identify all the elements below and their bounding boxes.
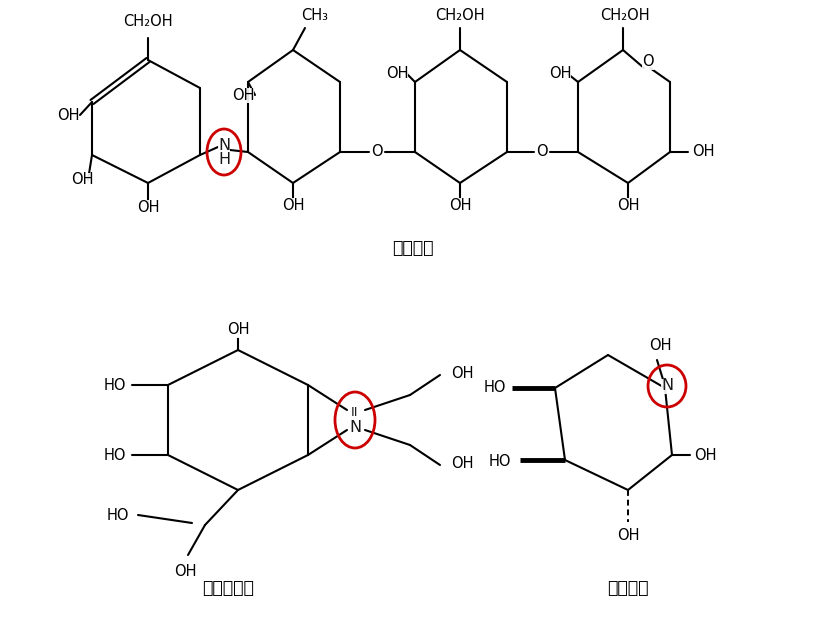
Text: HO: HO — [489, 455, 511, 470]
Text: OH: OH — [549, 67, 571, 82]
Text: H: H — [218, 153, 230, 168]
Text: OH: OH — [617, 197, 639, 212]
Text: OH: OH — [232, 87, 254, 102]
Text: OH: OH — [449, 197, 471, 212]
Text: OH: OH — [136, 200, 160, 215]
Text: OH: OH — [648, 338, 672, 354]
Text: HO: HO — [484, 381, 506, 396]
Text: OH: OH — [174, 565, 196, 580]
Text: N: N — [661, 379, 673, 394]
Text: OH: OH — [451, 367, 473, 381]
Text: 米格列醇: 米格列醇 — [607, 579, 648, 597]
Text: O: O — [643, 55, 654, 70]
Text: HO: HO — [103, 377, 127, 392]
Text: OH: OH — [227, 323, 249, 337]
Text: CH₂OH: CH₂OH — [123, 14, 173, 30]
Text: N: N — [218, 139, 230, 153]
Text: O: O — [371, 144, 383, 160]
Text: OH: OH — [71, 173, 93, 188]
Text: OH: OH — [617, 529, 639, 543]
Text: HO: HO — [103, 448, 127, 462]
Text: OH: OH — [692, 144, 715, 160]
Text: HO: HO — [107, 507, 129, 522]
Text: OH: OH — [282, 197, 304, 212]
Text: N: N — [349, 421, 361, 435]
Text: CH₃: CH₃ — [302, 9, 328, 23]
Text: OH: OH — [451, 457, 473, 472]
Text: OH: OH — [694, 448, 716, 462]
Text: 阿卡波糖: 阿卡波糖 — [392, 239, 433, 257]
Text: CH₂OH: CH₂OH — [435, 9, 485, 23]
Text: 伏格列波糖: 伏格列波糖 — [202, 579, 254, 597]
Text: O: O — [536, 144, 547, 160]
Text: OH: OH — [385, 67, 409, 82]
Text: CH₂OH: CH₂OH — [600, 9, 650, 23]
Text: OH: OH — [57, 107, 79, 122]
Text: II: II — [351, 406, 359, 420]
